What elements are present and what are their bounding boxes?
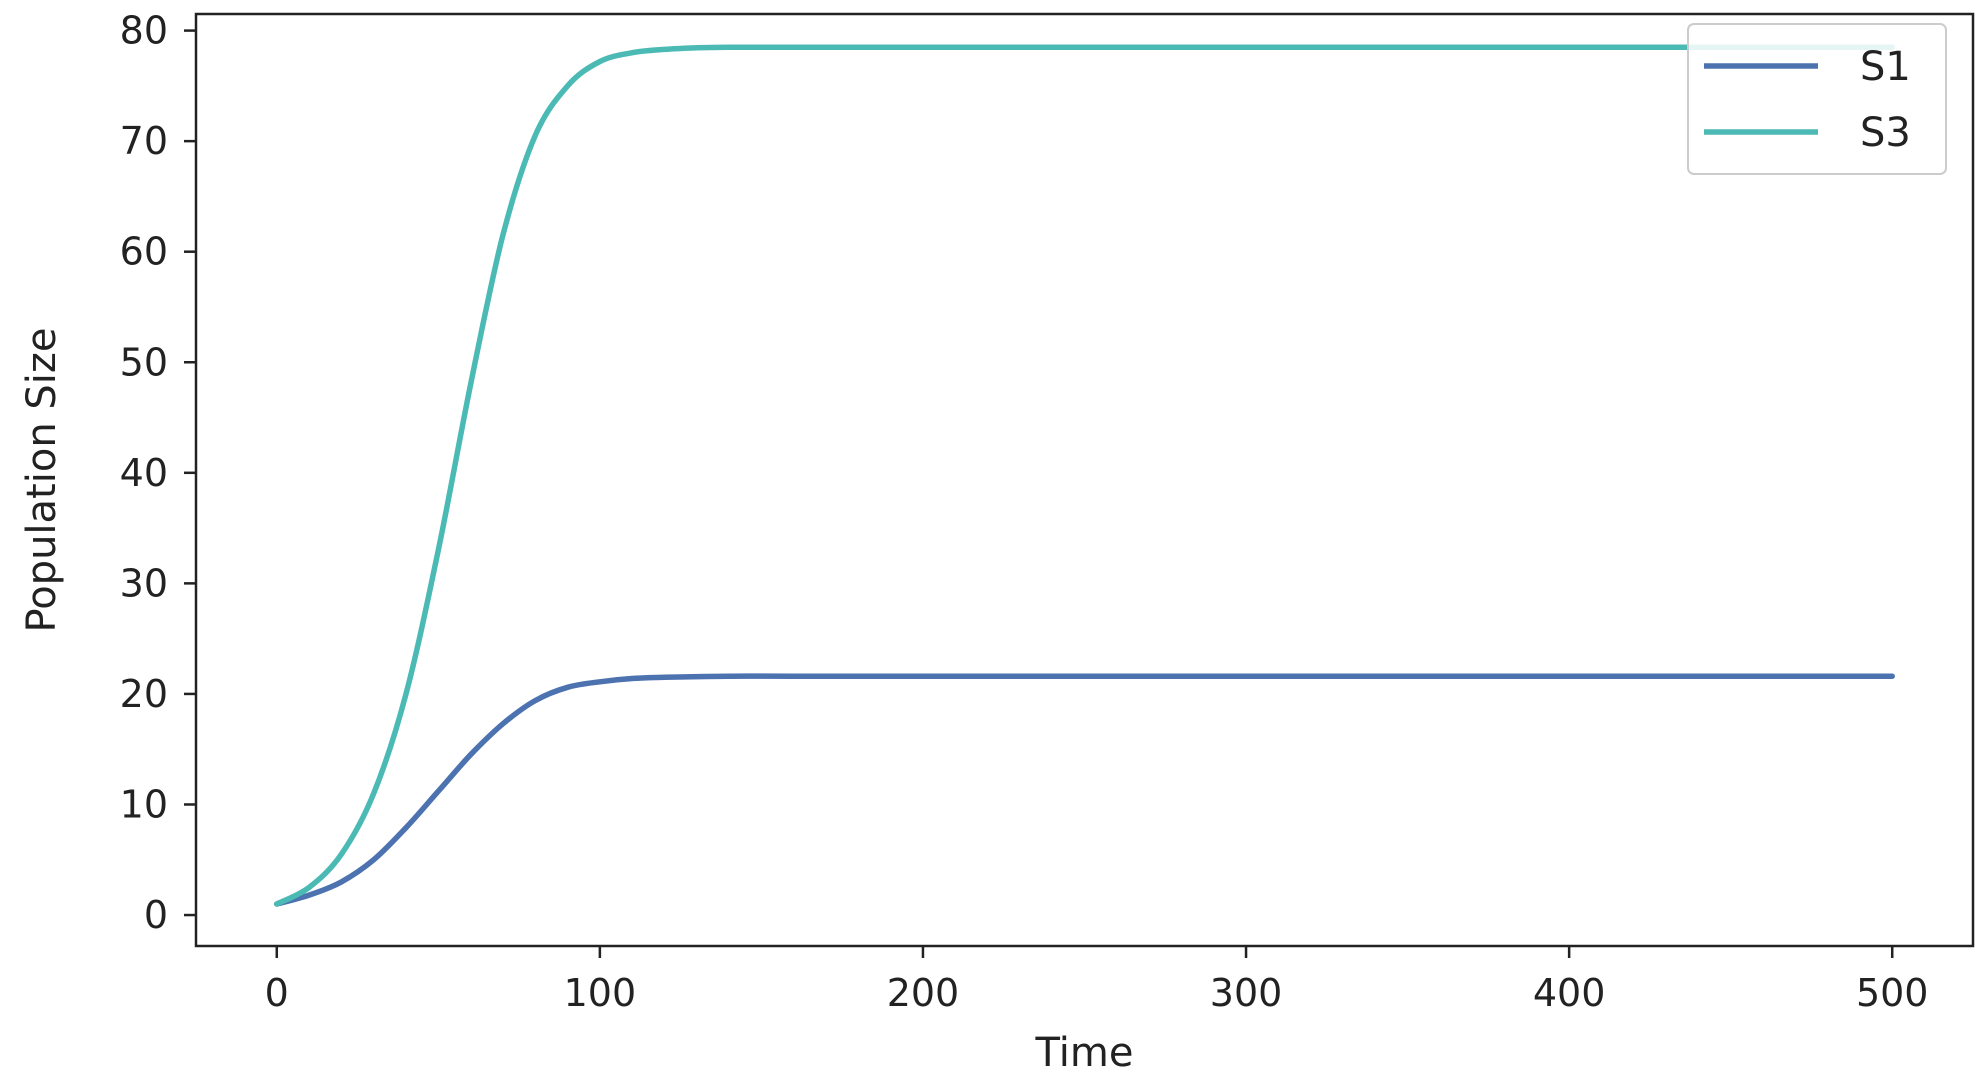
x-axis: 0 100 200 300 400 500 xyxy=(265,946,1929,1015)
y-tick-label: 80 xyxy=(120,9,168,53)
y-tick-label: 40 xyxy=(120,451,168,495)
legend-box xyxy=(1687,23,1947,175)
x-axis-title: Time xyxy=(1035,1030,1134,1075)
y-tick-label: 10 xyxy=(120,782,168,826)
y-tick-label: 70 xyxy=(120,119,168,163)
y-axis-title: Population Size xyxy=(19,328,65,633)
x-tick-label: 0 xyxy=(265,971,289,1015)
y-tick-label: 60 xyxy=(120,230,168,274)
y-tick-label: 30 xyxy=(120,561,168,605)
series-line-s3 xyxy=(274,44,1895,907)
series-line-s1 xyxy=(274,673,1895,907)
x-tick-label: 400 xyxy=(1533,971,1606,1015)
x-tick-label: 300 xyxy=(1210,971,1283,1015)
legend-label-s1: S1 xyxy=(1860,44,1911,90)
plot-lines xyxy=(274,44,1895,907)
y-tick-label: 50 xyxy=(120,340,168,384)
x-tick-label: 500 xyxy=(1856,971,1929,1015)
y-tick-label: 0 xyxy=(144,893,168,937)
x-tick-label: 100 xyxy=(564,971,637,1015)
y-axis: 0 10 20 30 40 50 60 70 80 xyxy=(120,9,196,937)
x-tick-label: 200 xyxy=(887,971,960,1015)
y-tick-label: 20 xyxy=(120,672,168,716)
legend-label-s3: S3 xyxy=(1860,110,1911,156)
plot-frame xyxy=(194,12,1975,948)
